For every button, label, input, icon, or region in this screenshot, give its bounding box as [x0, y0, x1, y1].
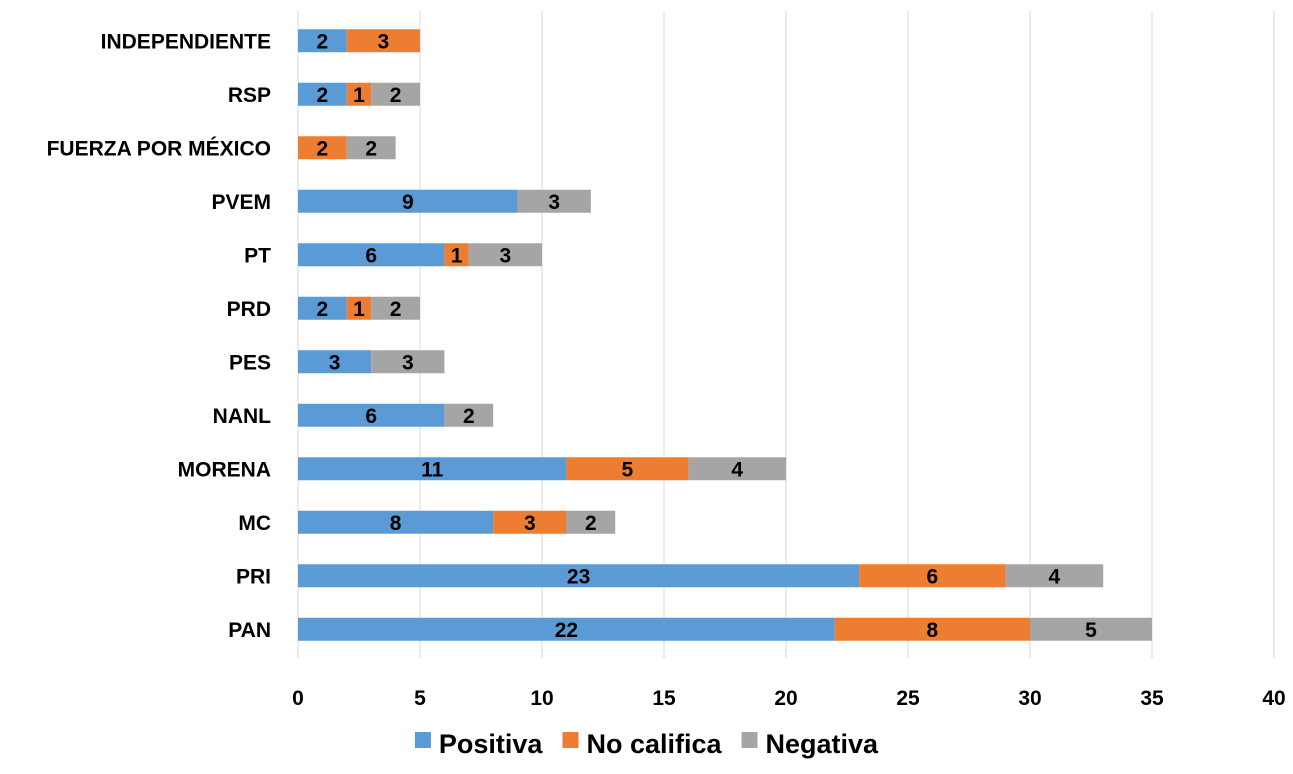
bar-pri-no-califica [859, 564, 1006, 588]
bar-pri-negativa [1005, 564, 1104, 588]
data-label-independiente-no-califica: 3 [378, 30, 390, 53]
bar-pt-positiva [298, 243, 445, 267]
bar-morena-no-califica [566, 457, 689, 481]
legend-swatch-no-califica [562, 732, 579, 748]
bar-independiente-no-califica [346, 29, 420, 53]
x-tick-label-10: 10 [530, 687, 553, 710]
category-label-rsp: RSP [228, 84, 271, 107]
data-label-pt-positiva: 6 [365, 244, 377, 267]
bar-rsp-no-califica [346, 82, 372, 106]
x-tick-label-15: 15 [652, 687, 676, 710]
category-label-mc: MC [238, 512, 271, 535]
data-label-prd-no-califica: 1 [353, 298, 365, 321]
data-label-nanl-negativa: 2 [463, 405, 475, 428]
category-label-pan: PAN [228, 619, 271, 642]
category-label-independiente: INDEPENDIENTE [101, 30, 271, 53]
x-tick-label-40: 40 [1262, 687, 1285, 710]
x-axis-ticks: 0 5 10 15 20 25 30 35 40 [292, 687, 1286, 710]
data-label-pri-negativa: 4 [1049, 565, 1061, 588]
bar-nanl-positiva [298, 403, 445, 427]
category-label-morena: MORENA [178, 458, 271, 481]
bar-pes-positiva [298, 350, 372, 374]
bar-morena-negativa [688, 457, 786, 481]
data-label-mc-no-califica: 3 [524, 512, 536, 535]
gridlines [297, 11, 1275, 658]
bar-mc-no-califica [493, 510, 567, 534]
data-label-pt-no-califica: 1 [451, 244, 463, 267]
legend-label-no-califica: No califica [586, 729, 722, 759]
category-label-pes: PES [229, 351, 271, 374]
legend-swatch-positiva [414, 732, 431, 748]
bar-pt-negativa [468, 243, 542, 267]
bar-nanl-negativa [444, 403, 494, 427]
data-label-pt-negativa: 3 [500, 244, 512, 267]
bar-fuerza-por-mexico-negativa [346, 136, 396, 160]
category-label-fuerza-por-mexico: FUERZA POR MÉXICO [47, 137, 271, 160]
data-label-fuerza-por-mexico-negativa: 2 [365, 137, 377, 160]
bar-fuerza-por-mexico-no-califica [298, 136, 347, 160]
category-label-pri: PRI [236, 565, 271, 588]
legend-label-positiva: Positiva [439, 729, 544, 759]
category-labels: PAN PRI MC MORENA NANL PES PRD PT PVEM FUERZA POR… [47, 30, 272, 642]
data-label-independiente-positiva: 2 [317, 30, 329, 53]
bar-mc-negativa [566, 510, 616, 534]
bar-morena-positiva [298, 457, 567, 481]
data-label-mc-negativa: 2 [585, 512, 597, 535]
bar-prd-no-califica [346, 296, 372, 320]
bar-pan-positiva [298, 617, 835, 641]
data-label-nanl-positiva: 6 [365, 405, 377, 428]
data-label-rsp-no-califica: 1 [353, 84, 365, 107]
data-label-pan-no-califica: 8 [927, 619, 939, 642]
bar-prd-positiva [298, 296, 347, 320]
bar-rsp-negativa [371, 82, 420, 106]
data-label-morena-positiva: 11 [421, 458, 444, 481]
category-label-nanl: NANL [213, 405, 271, 428]
bar-pan-no-califica [834, 617, 1030, 641]
bar-prd-negativa [371, 296, 420, 320]
x-tick-label-35: 35 [1140, 687, 1164, 710]
bar-pan-negativa [1030, 617, 1152, 641]
legend-label-negativa: Negativa [766, 729, 880, 759]
x-tick-label-20: 20 [774, 687, 797, 710]
legend-swatch-negativa [741, 732, 758, 748]
x-tick-label-30: 30 [1018, 687, 1041, 710]
data-label-fuerza-por-mexico-no-califica: 2 [317, 137, 329, 160]
category-label-prd: PRD [227, 298, 271, 321]
bar-pvem-positiva [298, 189, 518, 213]
data-label-morena-no-califica: 5 [622, 458, 634, 481]
data-label-pan-negativa: 5 [1085, 619, 1097, 642]
data-label-pes-positiva: 3 [329, 351, 341, 374]
bar-pes-negativa [371, 350, 445, 374]
bar-independiente-positiva [298, 29, 347, 53]
data-label-rsp-negativa: 2 [390, 84, 402, 107]
legend: Positiva No califica Negativa [414, 729, 880, 759]
data-label-pes-negativa: 3 [402, 351, 414, 374]
bars: 22 8 523 6 48 3 211 5 46 23 32 1 26 1 39 32 22 1 22 3 [298, 29, 1152, 642]
data-label-morena-negativa: 4 [731, 458, 743, 481]
data-label-pri-no-califica: 6 [927, 565, 939, 588]
data-label-rsp-positiva: 2 [317, 84, 329, 107]
data-label-pan-positiva: 22 [555, 619, 578, 642]
bar-pvem-negativa [517, 189, 591, 213]
data-label-pri-positiva: 23 [567, 565, 590, 588]
data-label-prd-negativa: 2 [390, 298, 402, 321]
category-label-pt: PT [244, 244, 271, 267]
data-label-mc-positiva: 8 [390, 512, 402, 535]
data-label-prd-positiva: 2 [317, 298, 329, 321]
bar-rsp-positiva [298, 82, 347, 106]
data-label-pvem-negativa: 3 [548, 191, 560, 214]
data-label-pvem-positiva: 9 [402, 191, 414, 214]
x-tick-label-0: 0 [292, 687, 304, 710]
bar-pri-positiva [298, 564, 860, 588]
x-tick-label-5: 5 [414, 687, 426, 710]
category-label-pvem: PVEM [211, 191, 271, 214]
bar-pt-no-califica [444, 243, 469, 267]
bar-mc-positiva [298, 510, 494, 534]
x-tick-label-25: 25 [896, 687, 920, 710]
